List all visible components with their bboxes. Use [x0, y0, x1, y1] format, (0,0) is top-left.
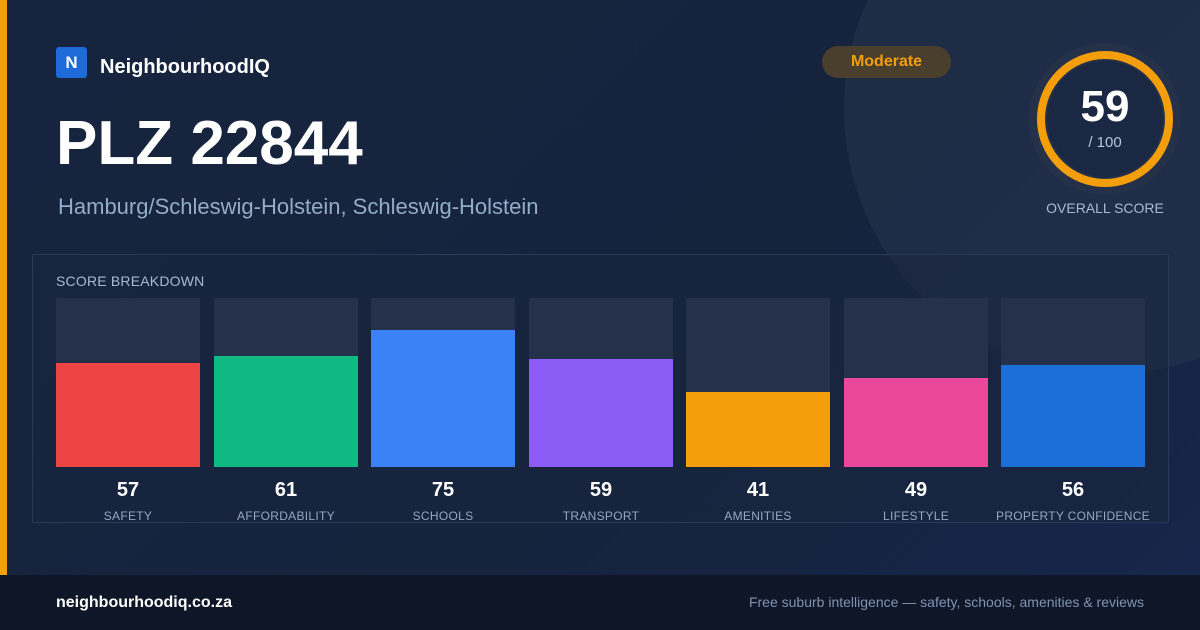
score-bar-track: [844, 298, 988, 467]
score-bar-fill: [529, 359, 673, 467]
overall-score-caption: OVERALL SCORE: [1046, 200, 1164, 216]
score-bar-track: [686, 298, 830, 467]
score-bar-value: 57: [116, 479, 140, 501]
score-bar-fill: [686, 392, 830, 467]
score-bar-lifestyle: 49 LIFESTYLE: [844, 298, 988, 524]
score-bar-track: [56, 298, 200, 467]
score-bar-value: 49: [904, 479, 928, 501]
score-bar-safety: 57 SAFETY: [56, 298, 200, 524]
score-bar-label: LIFESTYLE: [882, 509, 950, 523]
score-bar-label: AMENITIES: [724, 509, 792, 523]
overall-score-value: 59: [1080, 82, 1130, 131]
score-bar-property-confidence: 56 PROPERTY CONFIDENCE: [996, 298, 1150, 524]
score-breakdown-title: SCORE BREAKDOWN: [56, 273, 205, 289]
score-bar-label: SAFETY: [103, 509, 153, 523]
score-ring-graphic: [1029, 43, 1181, 195]
rating-badge: Moderate: [822, 46, 951, 78]
share-card: N NeighbourhoodIQ Moderate PLZ 22844 Ham…: [0, 0, 1200, 575]
score-bar-track: [1001, 298, 1145, 467]
brand-name: NeighbourhoodIQ: [100, 56, 270, 78]
score-bar-value: 56: [1061, 479, 1085, 501]
score-bar-transport: 59 TRANSPORT: [529, 298, 673, 524]
score-bar-value: 61: [274, 479, 298, 501]
score-bar-fill: [56, 363, 200, 467]
score-breakdown-panel: SCORE BREAKDOWN 57 SAFETY 61 AFFORDABILITY 7…: [32, 254, 1169, 523]
brand-logo-icon: N: [56, 47, 87, 78]
score-bar-amenities: 41 AMENITIES: [686, 298, 830, 524]
footer-tagline: Free suburb intelligence — safety, schoo…: [748, 594, 1144, 610]
score-bar-label: PROPERTY CONFIDENCE: [996, 509, 1150, 523]
score-bar-track: [371, 298, 515, 467]
overall-score-max: / 100: [1088, 134, 1122, 151]
page-title: PLZ 22844: [56, 109, 363, 178]
score-bar-affordability: 61 AFFORDABILITY: [214, 298, 358, 524]
accent-bar: [0, 0, 7, 575]
footer-domain: neighbourhoodiq.co.za: [56, 594, 232, 611]
score-bar-schools: 75 SCHOOLS: [371, 298, 515, 524]
overall-score-ring: 59 / 100: [1028, 42, 1182, 196]
score-bar-fill: [1001, 365, 1145, 467]
brand: N NeighbourhoodIQ: [56, 46, 270, 79]
score-bar-value: 41: [746, 479, 770, 501]
score-bar-label: TRANSPORT: [562, 509, 640, 523]
score-bar-value: 75: [431, 479, 455, 501]
location-subtitle: Hamburg/Schleswig-Holstein, Schleswig-Ho…: [58, 194, 539, 219]
score-bar-fill: [371, 330, 515, 467]
score-bar-value: 59: [589, 479, 613, 501]
score-bar-track: [214, 298, 358, 467]
footer: neighbourhoodiq.co.za Free suburb intell…: [0, 575, 1200, 630]
score-bar-label: SCHOOLS: [412, 509, 474, 523]
score-bar-fill: [844, 378, 988, 467]
score-bar-label: AFFORDABILITY: [237, 509, 335, 523]
score-bar-fill: [214, 356, 358, 467]
score-ring-arc: [1037, 51, 1173, 187]
score-bar-track: [529, 298, 673, 467]
